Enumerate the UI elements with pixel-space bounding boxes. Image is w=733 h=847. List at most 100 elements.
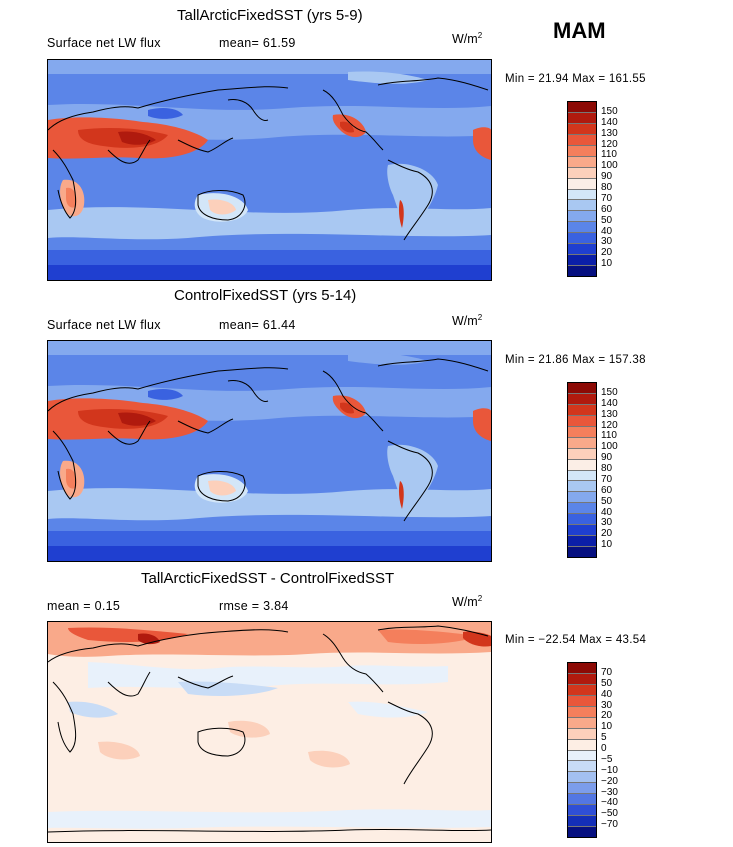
colorbar-segment	[568, 459, 596, 471]
colorbar-label: 120	[601, 138, 618, 150]
colorbar-label: 120	[601, 419, 618, 431]
colorbar-label: 150	[601, 105, 618, 117]
colorbar-label: −5	[601, 753, 613, 765]
colorbar-segment	[568, 112, 596, 124]
colorbar-segment	[568, 415, 596, 427]
colorbar-segment	[568, 739, 596, 751]
colorbar-segment	[568, 684, 596, 696]
panel-2-colorbar	[567, 382, 597, 558]
colorbar-label: 10	[601, 258, 613, 270]
colorbar-segment	[568, 783, 596, 795]
colorbar-segment	[568, 167, 596, 179]
panel-2-mean: mean= 61.44	[219, 318, 296, 332]
colorbar-segment	[568, 761, 596, 773]
colorbar-segment	[568, 481, 596, 493]
panel-2-title: ControlFixedSST (yrs 5-14)	[174, 287, 357, 304]
colorbar-segment	[568, 750, 596, 762]
colorbar-segment	[568, 794, 596, 806]
colorbar-segment	[568, 816, 596, 828]
colorbar-label: 40	[601, 688, 613, 700]
panel-1-mean: mean= 61.59	[219, 36, 296, 50]
colorbar-label: 5	[601, 732, 607, 744]
colorbar-label: 60	[601, 203, 613, 215]
colorbar-segment	[568, 448, 596, 460]
colorbar-label: 110	[601, 149, 617, 161]
colorbar-segment	[568, 717, 596, 729]
colorbar-label: 60	[601, 484, 613, 496]
colorbar-label: −10	[601, 764, 618, 776]
colorbar-segment	[568, 805, 596, 817]
panel-2-minmax: Min = 21.86 Max = 157.38	[505, 354, 646, 366]
colorbar-segment	[568, 189, 596, 201]
colorbar-label: 150	[601, 386, 618, 398]
colorbar-segment	[568, 156, 596, 168]
panel-1-title: TallArcticFixedSST (yrs 5-9)	[177, 7, 363, 24]
colorbar-segment	[568, 383, 596, 394]
colorbar-label: 20	[601, 528, 613, 540]
colorbar-label: −70	[601, 819, 618, 831]
colorbar-segment	[568, 102, 596, 113]
colorbar-label: 100	[601, 441, 618, 453]
season-label: MAM	[553, 18, 606, 43]
colorbar-segment	[568, 514, 596, 526]
colorbar-label: 50	[601, 677, 613, 689]
panel-1-map	[47, 59, 492, 281]
colorbar-label: 70	[601, 192, 613, 204]
colorbar-segment	[568, 525, 596, 537]
panel-3-mean: mean = 0.15	[47, 599, 121, 613]
colorbar-label: 80	[601, 182, 613, 193]
colorbar-segment	[568, 145, 596, 157]
colorbar-segment	[568, 772, 596, 784]
colorbar-segment	[568, 222, 596, 234]
colorbar-segment	[568, 123, 596, 135]
colorbar-label: −40	[601, 797, 618, 809]
colorbar-label: 130	[601, 408, 618, 420]
colorbar-segment	[568, 547, 596, 557]
colorbar-segment	[568, 404, 596, 416]
colorbar-label: 40	[601, 506, 613, 518]
colorbar-segment	[568, 178, 596, 190]
colorbar-segment	[568, 255, 596, 267]
panel-1-colorbar	[567, 101, 597, 277]
colorbar-segment	[568, 827, 596, 837]
colorbar-segment	[568, 673, 596, 685]
colorbar-label: 140	[601, 116, 618, 128]
colorbar-label: 10	[601, 721, 613, 733]
panel-3-rmse: rmse = 3.84	[219, 599, 289, 613]
panel-1-variable-label: Surface net LW flux	[47, 36, 161, 50]
panel-2-units: W/m2	[452, 313, 483, 329]
colorbar-label: 70	[601, 666, 613, 678]
colorbar-segment	[568, 503, 596, 515]
colorbar-label: 30	[601, 699, 613, 711]
colorbar-label: 90	[601, 171, 613, 183]
colorbar-segment	[568, 663, 596, 674]
colorbar-label: 80	[601, 463, 613, 474]
colorbar-segment	[568, 426, 596, 438]
colorbar-label: 100	[601, 160, 618, 172]
colorbar-segment	[568, 200, 596, 212]
panel-3-units: W/m2	[452, 594, 483, 610]
panel-1-minmax: Min = 21.94 Max = 161.55	[505, 73, 646, 85]
panel-3-minmax: Min = −22.54 Max = 43.54	[505, 634, 647, 646]
colorbar-segment	[568, 266, 596, 276]
panel-1-units: W/m2	[452, 31, 483, 47]
colorbar-segment	[568, 393, 596, 405]
panel-3-title: TallArcticFixedSST - ControlFixedSST	[141, 570, 395, 587]
colorbar-label: 20	[601, 710, 613, 722]
colorbar-segment	[568, 492, 596, 504]
colorbar-label: 10	[601, 539, 613, 551]
colorbar-segment	[568, 706, 596, 718]
colorbar-label: 90	[601, 452, 613, 464]
colorbar-label: 50	[601, 495, 613, 507]
colorbar-label: 0	[601, 743, 607, 754]
colorbar-segment	[568, 536, 596, 548]
panel-2-map	[47, 340, 492, 562]
colorbar-label: 20	[601, 247, 613, 259]
colorbar-label: −20	[601, 775, 618, 787]
colorbar-label: 50	[601, 214, 613, 226]
colorbar-segment	[568, 134, 596, 146]
colorbar-label: −30	[601, 786, 618, 798]
colorbar-label: 30	[601, 517, 613, 529]
colorbar-segment	[568, 211, 596, 223]
colorbar-label: 140	[601, 397, 618, 409]
